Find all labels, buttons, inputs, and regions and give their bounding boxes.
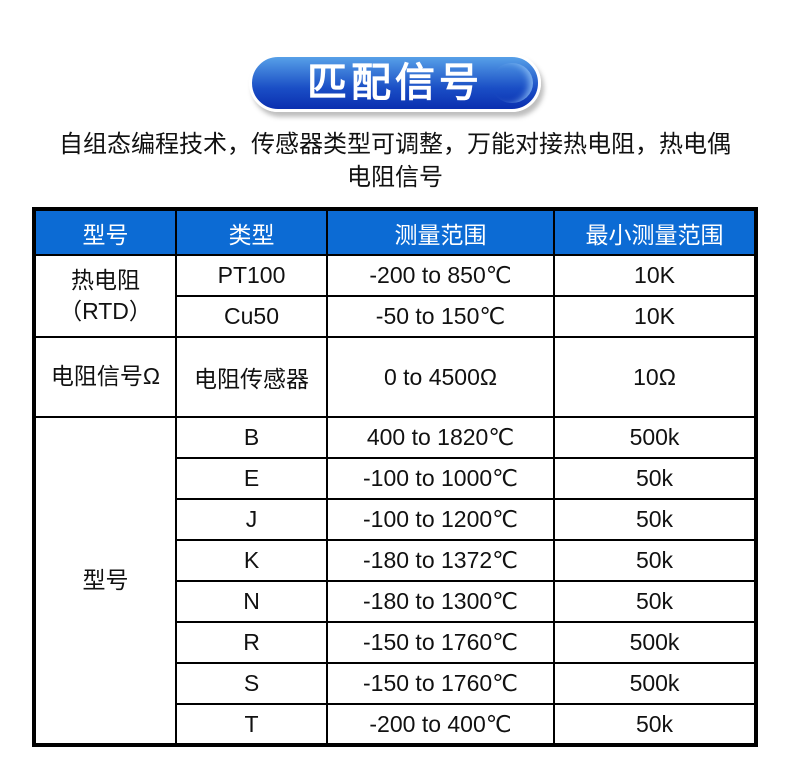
col-header-model: 型号	[33, 208, 177, 256]
cell-measure-range: -180 to 1372℃	[326, 539, 555, 582]
cell-min-range: 10K	[553, 295, 757, 338]
cell-min-range: 50k	[553, 580, 757, 623]
cell-type: J	[175, 498, 328, 541]
table-row: J -100 to 1200℃ 50k	[34, 498, 757, 541]
table-row: 电阻信号Ω 电阻传感器 0 to 4500Ω 10Ω	[33, 336, 757, 418]
cell-min-range: 10K	[553, 254, 757, 297]
table-row: N -180 to 1300℃ 50k	[34, 580, 757, 623]
table-row: Cu50 -50 to 150℃ 10K	[34, 295, 757, 338]
cell-measure-range: -200 to 400℃	[326, 703, 555, 746]
cell-min-range: 50k	[553, 539, 757, 582]
cell-min-range: 50k	[553, 457, 757, 500]
cell-type: T	[175, 703, 328, 746]
cell-type: E	[175, 457, 328, 500]
table-row: E -100 to 1000℃ 50k	[34, 457, 757, 500]
table-row: R -150 to 1760℃ 500k	[34, 621, 757, 664]
cell-type: K	[175, 539, 328, 582]
col-header-type: 类型	[175, 208, 328, 256]
spec-table-header: 型号 类型 测量范围 最小测量范围	[33, 208, 757, 256]
cell-min-range: 500k	[553, 662, 757, 705]
cell-type: PT100	[175, 254, 328, 297]
cell-type: N	[175, 580, 328, 623]
cell-measure-range: -100 to 1200℃	[326, 498, 555, 541]
cell-min-range: 500k	[553, 621, 757, 664]
spec-table: 型号 类型 测量范围 最小测量范围 热电阻 （RTD） PT100 -200 t…	[32, 207, 758, 747]
table-row: T -200 to 400℃ 50k	[34, 703, 757, 746]
cell-type: R	[175, 621, 328, 664]
table-row: 热电阻 （RTD） PT100 -200 to 850℃ 10K	[33, 254, 757, 338]
group-label-resistance: 电阻信号Ω	[33, 336, 177, 418]
cell-min-range: 50k	[553, 703, 757, 746]
table-row: S -150 to 1760℃ 500k	[34, 662, 757, 705]
cell-measure-range: -100 to 1000℃	[326, 457, 555, 500]
section-title: 匹配信号	[307, 61, 483, 105]
section-title-badge: 匹配信号	[249, 54, 541, 112]
cell-measure-range: -50 to 150℃	[326, 295, 555, 338]
intro-text: 自组态编程技术，传感器类型可调整，万能对接热电阻，热电偶 电阻信号	[59, 131, 731, 191]
cell-min-range: 500k	[553, 416, 757, 459]
cell-measure-range: 400 to 1820℃	[326, 416, 555, 459]
cell-measure-range: -150 to 1760℃	[326, 662, 555, 705]
cell-measure-range: 0 to 4500Ω	[326, 336, 555, 418]
cell-type: Cu50	[175, 295, 328, 338]
group-label-thermocouple: 型号	[33, 416, 177, 746]
cell-min-range: 50k	[553, 498, 757, 541]
cell-measure-range: -150 to 1760℃	[326, 621, 555, 664]
cell-measure-range: -180 to 1300℃	[326, 580, 555, 623]
table-row: 型号 B 400 to 1820℃ 500k	[33, 416, 757, 746]
cell-min-range: 10Ω	[553, 336, 757, 418]
badge-container: 匹配信号	[0, 0, 790, 112]
col-header-measure-range: 测量范围	[326, 208, 555, 256]
cell-type: 电阻传感器	[175, 336, 328, 418]
cell-type: S	[175, 662, 328, 705]
col-header-min-measure-range: 最小测量范围	[553, 208, 757, 256]
header-row: 型号 类型 测量范围 最小测量范围	[33, 208, 757, 256]
cell-type: B	[175, 416, 328, 459]
table-row: K -180 to 1372℃ 50k	[34, 539, 757, 582]
spec-table-body: 热电阻 （RTD） PT100 -200 to 850℃ 10K Cu50 -5…	[33, 254, 757, 746]
cell-measure-range: -200 to 850℃	[326, 254, 555, 297]
group-label-rtd: 热电阻 （RTD）	[33, 254, 177, 338]
